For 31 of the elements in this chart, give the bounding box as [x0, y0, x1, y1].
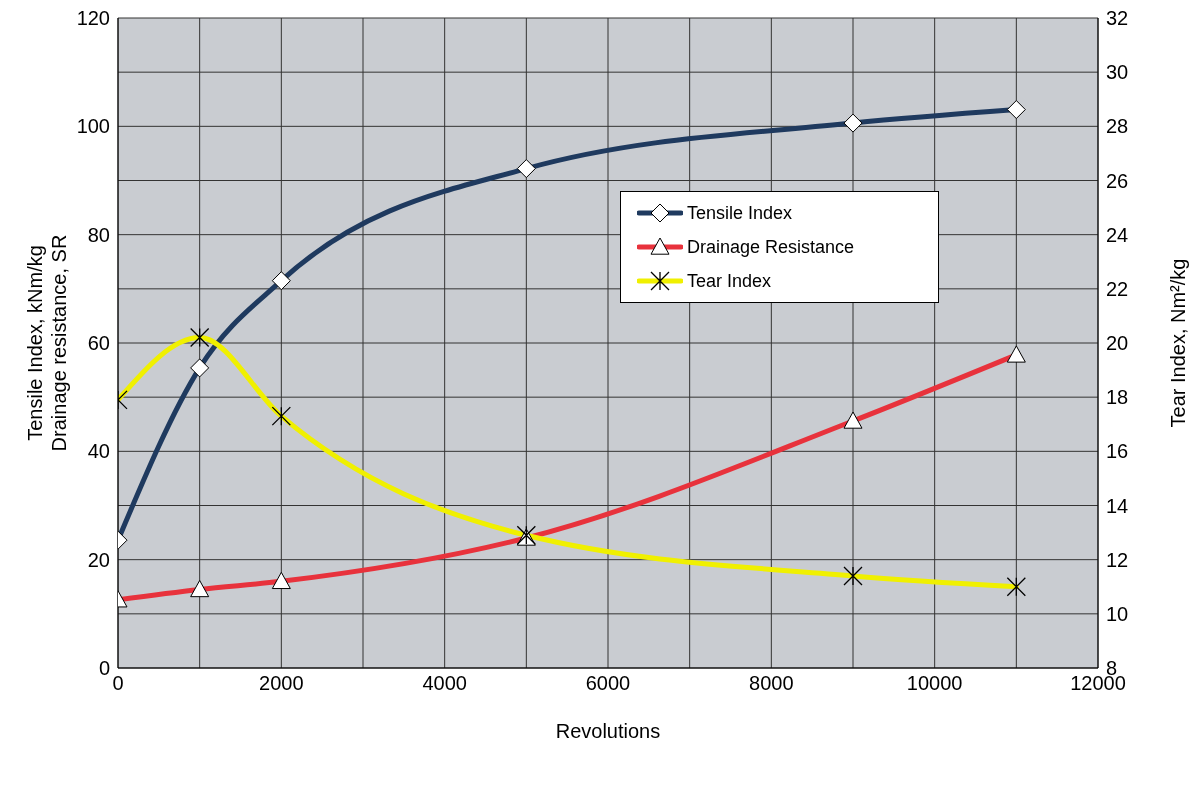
y-tick-label: 80: [87, 223, 110, 246]
legend-label: Drainage Resistance: [687, 236, 855, 258]
y2-tick-label: 20: [1106, 332, 1129, 355]
y-tick-label: 120: [76, 7, 110, 30]
y-axis-title: Tensile Index, kNm/kg Drainage resistance, SR: [24, 234, 70, 452]
x-tick-label: 0: [112, 672, 124, 695]
x-axis-title: Revolutions: [555, 720, 661, 742]
y2-tick-label: 16: [1106, 440, 1129, 463]
y2-tick-label: 28: [1106, 115, 1129, 138]
y2-tick-label: 30: [1106, 61, 1129, 84]
legend-label: Tensile Index: [687, 202, 793, 224]
x-tick-label: 6000: [585, 672, 631, 695]
x-tick-label: 4000: [422, 672, 467, 695]
x-tick-label: 2000: [259, 672, 304, 695]
y2-tick-label: 26: [1106, 169, 1129, 192]
y2-tick-label: 18: [1106, 386, 1129, 409]
y-tick-label: 60: [87, 332, 110, 355]
x-tick-label: 10000: [906, 672, 963, 695]
y-tick-label: 20: [87, 548, 110, 571]
y2-axis-title: Tear Index, Nm²/kg: [1167, 258, 1190, 428]
y2-tick-label: 32: [1106, 7, 1129, 30]
y2-tick-label: 24: [1106, 223, 1129, 246]
y-tick-label: 100: [76, 115, 110, 138]
y2-tick-label: 10: [1106, 602, 1129, 625]
y-tick-label: 0: [98, 657, 110, 680]
y2-tick-label: 14: [1106, 494, 1129, 517]
y-tick-label: 40: [87, 440, 110, 463]
x-tick-label: 8000: [749, 672, 794, 695]
y2-tick-label: 12: [1106, 548, 1129, 571]
y2-tick-label: 22: [1106, 277, 1129, 300]
legend-label: Tear Index: [687, 270, 772, 292]
